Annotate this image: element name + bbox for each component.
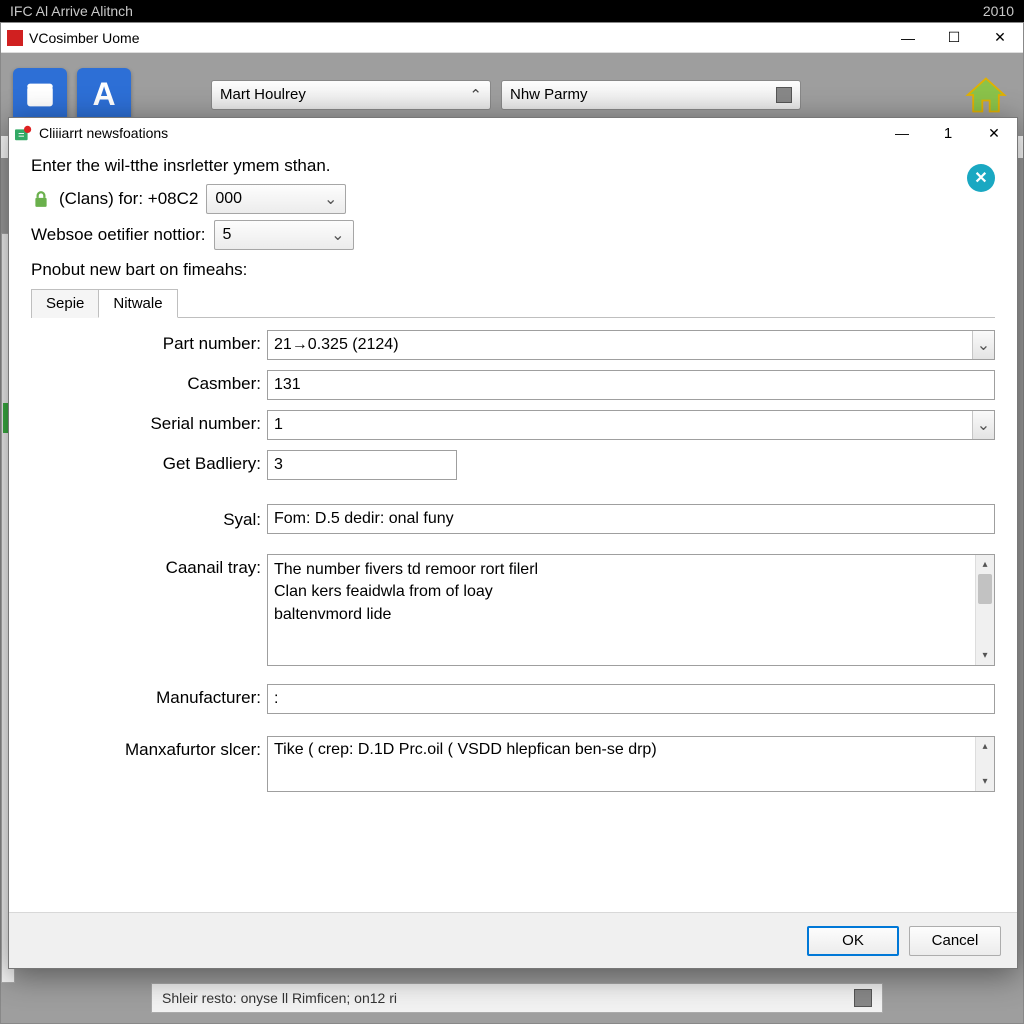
lock-icon — [31, 189, 51, 209]
part-number-value: 21→0.325 (2124) — [274, 336, 399, 354]
status-bar: Shleir resto: onyse ll Rimficen; on12 ri — [151, 983, 883, 1013]
serial-value: 1 — [274, 416, 283, 434]
scrollbar[interactable]: ▴ ▾ — [975, 737, 994, 791]
window-controls: — ☐ ✕ — [885, 23, 1023, 53]
dialog-footer: OK Cancel — [9, 912, 1017, 968]
clans-row: (Clans) for: +08C2 000 ⌄ — [31, 184, 995, 214]
home-icon[interactable] — [961, 70, 1011, 120]
tab-nitwale-label: Nitwale — [113, 295, 162, 312]
websoe-label: Websoe oetifier nottior: — [31, 225, 206, 245]
scroll-down-icon[interactable]: ▾ — [976, 646, 994, 665]
dialog-title: Cliiiarrt newsfoations — [39, 125, 879, 141]
maximize-button[interactable]: ☐ — [931, 23, 977, 53]
scroll-down-icon[interactable]: ▾ — [976, 772, 994, 791]
chevron-down-icon: ⌄ — [972, 331, 994, 359]
clans-value: 000 — [215, 190, 242, 208]
manxa-combo[interactable]: Tike ( crep: D.1D Prc.oil ( VSDD hlepfic… — [267, 736, 995, 792]
taskbar-right-text: 2010 — [983, 0, 1014, 22]
part-number-combo[interactable]: 21→0.325 (2124) ⌄ — [267, 330, 995, 360]
scroll-track[interactable] — [976, 756, 994, 772]
tab-nitwale[interactable]: Nitwale — [98, 289, 177, 318]
cancel-button[interactable]: Cancel — [909, 926, 1001, 956]
syal-label: Syal: — [31, 490, 261, 530]
taskbar-left-text: IFC Al Arrive Alitnch — [10, 0, 133, 22]
scrollbar[interactable]: ▴ ▾ — [975, 555, 994, 665]
manufacturer-input[interactable] — [267, 684, 995, 714]
toolbar-combo-1-label: Mart Houlrey — [220, 86, 306, 103]
websoe-combo[interactable]: 5 ⌄ — [214, 220, 354, 250]
close-round-button[interactable]: ✕ — [967, 164, 995, 192]
app-icon — [7, 30, 23, 46]
scroll-up-icon[interactable]: ▴ — [976, 555, 994, 574]
desktop-taskbar: IFC Al Arrive Alitnch 2010 — [0, 0, 1024, 22]
chevron-down-icon: ⌄ — [331, 225, 344, 245]
scroll-thumb[interactable] — [978, 574, 992, 604]
websoe-row: Websoe oetifier nottior: 5 ⌄ — [31, 220, 995, 250]
cancel-label: Cancel — [932, 932, 979, 949]
toolbar-tile-2[interactable]: A — [77, 68, 131, 122]
manxa-value: Tike ( crep: D.1D Prc.oil ( VSDD hlepfic… — [268, 737, 975, 791]
scroll-up-icon[interactable]: ▴ — [976, 737, 994, 756]
serial-combo[interactable]: 1 ⌄ — [267, 410, 995, 440]
caanail-value: The number fivers td remoor rort filerl … — [268, 555, 975, 665]
caanail-textarea[interactable]: The number fivers td remoor rort filerl … — [267, 554, 995, 666]
part-number-label: Part number: — [31, 330, 261, 354]
websoe-value: 5 — [223, 226, 232, 244]
dialog-minimize-button[interactable]: — — [879, 118, 925, 148]
dialog-close-button[interactable]: ✕ — [971, 118, 1017, 148]
ok-button[interactable]: OK — [807, 926, 899, 956]
close-icon: ✕ — [974, 168, 987, 188]
clans-label: (Clans) for: +08C2 — [59, 189, 198, 209]
serial-label: Serial number: — [31, 410, 261, 434]
close-button[interactable]: ✕ — [977, 23, 1023, 53]
dialog-icon — [15, 125, 33, 141]
toolbar-combo-2-label: Nhw Parmy — [510, 86, 588, 103]
tab-sepie[interactable]: Sepie — [31, 289, 99, 318]
caanail-label: Caanail tray: — [31, 544, 261, 578]
get-badliery-input[interactable] — [267, 450, 457, 480]
form-grid: Part number: 21→0.325 (2124) ⌄ Casmber: … — [31, 330, 995, 792]
ok-label: OK — [842, 932, 864, 949]
dialog-secondary-label: 1 — [925, 118, 971, 148]
manxa-label: Manxafurtor slcer: — [31, 724, 261, 760]
status-indicator-icon — [854, 989, 872, 1007]
main-titlebar[interactable]: VCosimber Uome — ☐ ✕ — [1, 23, 1023, 53]
syal-input[interactable] — [267, 504, 995, 534]
status-text: Shleir resto: onyse ll Rimficen; on12 ri — [162, 990, 397, 1006]
toolbar-tile-1[interactable] — [13, 68, 67, 122]
dialog-titlebar[interactable]: Cliiiarrt newsfoations — 1 ✕ — [9, 118, 1017, 148]
manufacturer-label: Manufacturer: — [31, 676, 261, 708]
main-title: VCosimber Uome — [29, 30, 885, 46]
casmber-label: Casmber: — [31, 370, 261, 394]
clans-combo[interactable]: 000 ⌄ — [206, 184, 346, 214]
toolbar-combo-1[interactable]: Mart Houlrey ⌃ — [211, 80, 491, 110]
dialog-body: ✕ Enter the wil-tthe insrletter ymem sth… — [9, 148, 1017, 912]
toolbar-combo-2[interactable]: Nhw Parmy — [501, 80, 801, 110]
minimize-button[interactable]: — — [885, 23, 931, 53]
get-badliery-label: Get Badliery: — [31, 450, 261, 474]
chevron-down-icon: ⌄ — [324, 189, 337, 209]
dropdown-icon — [776, 87, 792, 103]
casmber-input[interactable] — [267, 370, 995, 400]
chevron-down-icon: ⌃ — [469, 86, 482, 104]
dialog-window: Cliiiarrt newsfoations — 1 ✕ ✕ Enter the… — [8, 117, 1018, 969]
tabs: Sepie Nitwale — [31, 288, 995, 318]
tab-sepie-label: Sepie — [46, 295, 84, 312]
dialog-window-controls: — 1 ✕ — [879, 118, 1017, 148]
chevron-down-icon: ⌄ — [972, 411, 994, 439]
scroll-track[interactable] — [976, 574, 994, 646]
instruction-text: Enter the wil-tthe insrletter ymem sthan… — [31, 156, 995, 176]
section-label: Pnobut new bart on fimeahs: — [31, 260, 995, 280]
